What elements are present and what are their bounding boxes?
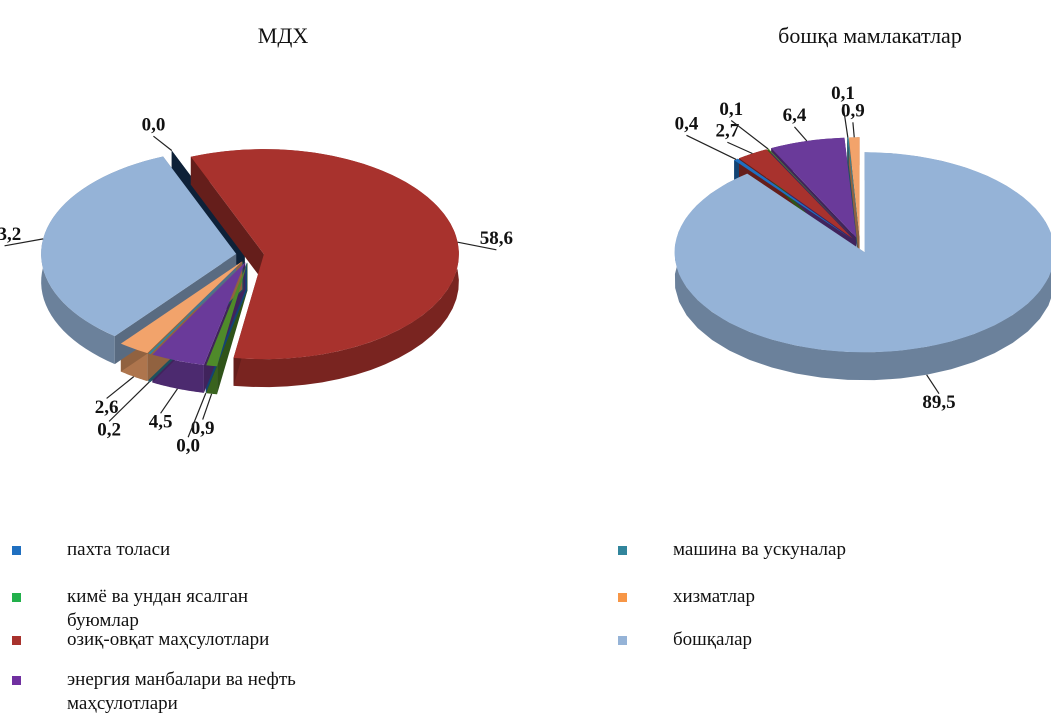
slice bbox=[41, 156, 237, 337]
chart-title: МДХ bbox=[258, 23, 309, 48]
leader-line bbox=[926, 374, 940, 395]
leader-line bbox=[4, 238, 44, 247]
leader-line bbox=[108, 381, 150, 422]
slice bbox=[171, 150, 245, 248]
legend-swatch bbox=[618, 636, 627, 645]
value-label: 33,2 bbox=[0, 224, 21, 245]
slice bbox=[120, 261, 243, 354]
slice bbox=[152, 262, 246, 365]
legend-label: озиқ-овқат маҳсулотлари bbox=[67, 629, 270, 650]
leader-line bbox=[106, 376, 135, 399]
slice bbox=[206, 262, 248, 367]
slice bbox=[767, 148, 854, 239]
leader-line bbox=[160, 388, 178, 414]
legend-swatch bbox=[12, 546, 21, 555]
legend-item: бошқалар bbox=[618, 628, 998, 652]
legend-swatch bbox=[618, 593, 627, 602]
legend-item: энергия манбалари ва нефть маҳсулотлари bbox=[12, 668, 392, 716]
leader-line bbox=[153, 135, 173, 151]
legend-item: машина ва ускуналар bbox=[618, 538, 998, 562]
legend-item: кимё ва ундан ясалган буюмлар bbox=[12, 585, 392, 633]
legend-label: бошқалар bbox=[673, 629, 753, 650]
slice-wall bbox=[190, 156, 264, 283]
slice bbox=[190, 149, 459, 360]
value-label: 0,9 bbox=[841, 101, 865, 122]
leader-line bbox=[686, 134, 737, 160]
slice bbox=[739, 149, 853, 239]
legend-label: энергия манбалари ва нефть маҳсулотлари bbox=[67, 669, 296, 714]
legend-swatch bbox=[12, 676, 21, 685]
leader-line bbox=[202, 393, 213, 420]
value-label: 89,5 bbox=[922, 392, 955, 413]
leader-line bbox=[794, 126, 808, 142]
chart-title: бошқа мамлакатлар bbox=[778, 23, 962, 48]
legend-swatch bbox=[12, 636, 21, 645]
legend-item: пахта толаси bbox=[12, 538, 392, 562]
slice bbox=[674, 152, 1051, 353]
slice bbox=[848, 137, 860, 238]
value-label: 2,7 bbox=[715, 121, 739, 142]
slice bbox=[847, 137, 860, 238]
value-label: 0,0 bbox=[176, 436, 200, 457]
legend-swatch bbox=[618, 546, 627, 555]
leader-line bbox=[187, 392, 207, 438]
value-label: 0,4 bbox=[675, 114, 699, 135]
value-label: 6,4 bbox=[783, 105, 807, 126]
leader-line bbox=[730, 120, 769, 150]
legend-swatch bbox=[12, 593, 21, 602]
value-label: 0,0 bbox=[142, 115, 166, 136]
legend-label: кимё ва ундан ясалган буюмлар bbox=[67, 586, 249, 631]
value-label: 0,1 bbox=[719, 99, 743, 120]
legend-label: хизматлар bbox=[673, 586, 755, 607]
legend-label: пахта толаси bbox=[67, 539, 171, 560]
legend-label: машина ва ускуналар bbox=[673, 539, 846, 560]
value-label: 2,6 bbox=[95, 397, 119, 418]
slice bbox=[148, 261, 244, 355]
value-label: 0,2 bbox=[97, 420, 121, 441]
value-label: 58,6 bbox=[480, 228, 513, 249]
legend-item: озиқ-овқат маҳсулотлари bbox=[12, 628, 392, 652]
legend-item: хизматлар bbox=[618, 585, 998, 609]
leader-line bbox=[457, 241, 497, 251]
slice bbox=[771, 137, 857, 238]
leader-line bbox=[842, 104, 849, 138]
value-label: 0,1 bbox=[831, 83, 855, 104]
leader-line bbox=[852, 122, 855, 138]
value-label: 4,5 bbox=[149, 412, 173, 433]
slice bbox=[734, 158, 852, 239]
value-label: 0,9 bbox=[191, 418, 215, 439]
leader-line bbox=[727, 141, 753, 155]
